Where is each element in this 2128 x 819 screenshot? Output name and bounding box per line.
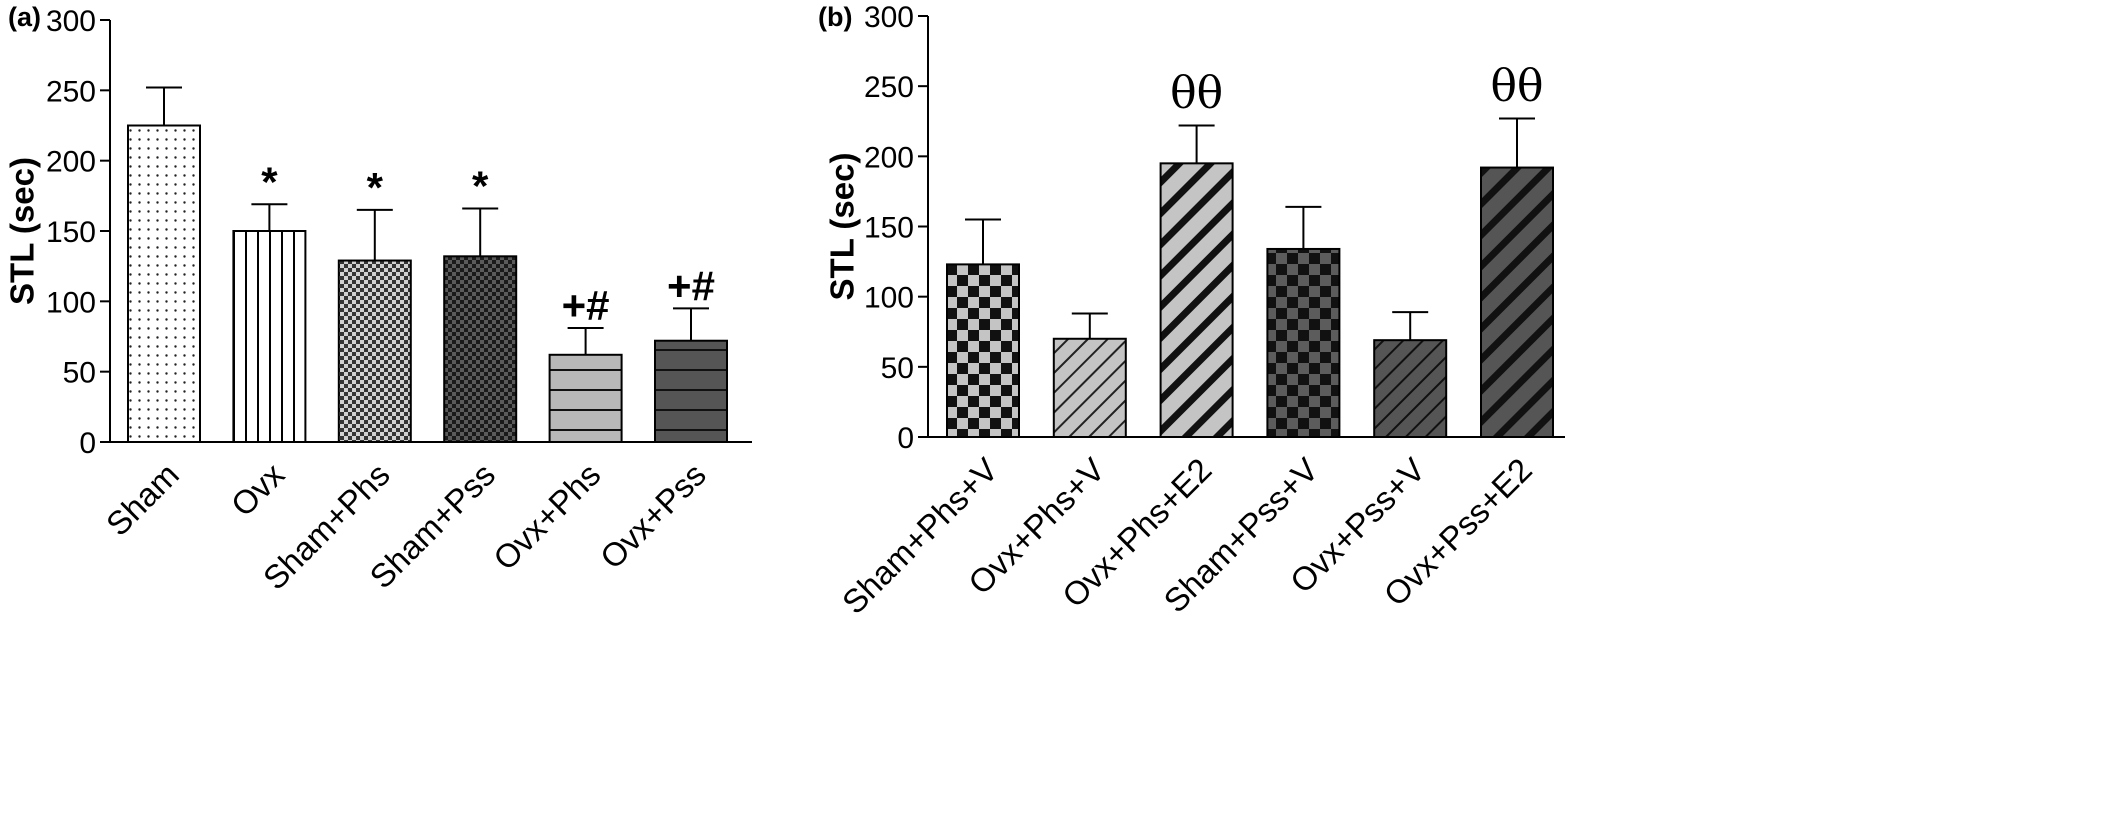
bar (548, 353, 623, 443)
bar (1480, 166, 1554, 438)
bar (127, 124, 201, 443)
bar (232, 230, 307, 443)
y-tick-label: 50 (63, 357, 96, 390)
y-tick-label: 100 (46, 286, 96, 319)
y-tick-label: 200 (46, 146, 96, 179)
panel-letter: (b) (818, 2, 852, 32)
y-tick-label: 250 (864, 71, 914, 104)
y-tick-label: 100 (864, 282, 914, 315)
bar (337, 259, 412, 444)
x-tick-label: Ovx+Phs (486, 456, 607, 577)
significance-marker: * (367, 164, 384, 211)
bar (946, 263, 1020, 439)
bar (1266, 247, 1341, 438)
y-tick-label: 0 (897, 422, 914, 455)
significance-marker: θθ (1170, 67, 1223, 118)
bar (1373, 339, 1448, 439)
bar (443, 255, 518, 443)
chart-panel-b: (b) 0 50 100 150 200 250 300 STL (sec) Sham+Phs+V… (818, 1, 1565, 621)
y-tick-label: 50 (881, 352, 914, 385)
x-tick-label: Sham (99, 456, 186, 543)
significance-marker: +# (562, 282, 610, 329)
significance-marker: * (472, 162, 489, 209)
y-axis-title: STL (sec) (4, 157, 41, 305)
y-tick-label: 200 (864, 141, 914, 174)
y-axis-title: STL (sec) (824, 153, 861, 301)
y-tick-label: 150 (46, 216, 96, 249)
y-tick-label: 300 (46, 5, 96, 38)
bar (654, 339, 728, 443)
x-tick-label: Ovx (224, 455, 292, 523)
bar (1052, 337, 1127, 438)
panel-letter: (a) (8, 2, 41, 32)
significance-marker: * (261, 158, 278, 205)
significance-marker: θθ (1491, 60, 1544, 111)
significance-marker: +# (667, 262, 715, 309)
x-tick-label: Ovx+Pss (593, 456, 713, 576)
y-tick-label: 150 (864, 212, 914, 245)
y-tick-label: 0 (79, 427, 96, 460)
y-tick-label: 250 (46, 75, 96, 108)
x-tick-label: Sham+Phs+V (835, 451, 1005, 621)
y-tick-label: 300 (864, 1, 914, 34)
bar (1159, 162, 1234, 438)
